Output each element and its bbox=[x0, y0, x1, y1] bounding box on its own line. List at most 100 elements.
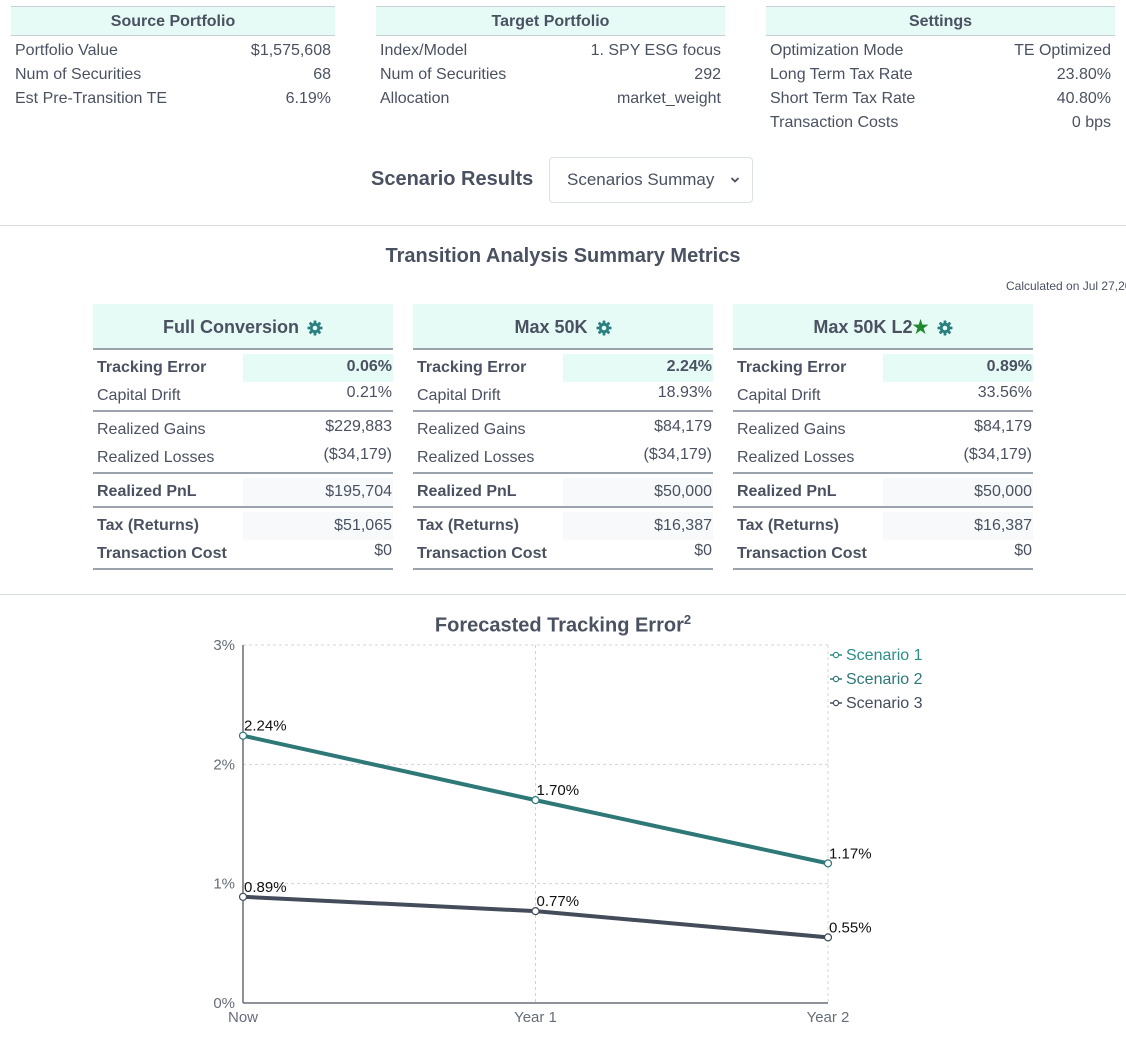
value: 0 bps bbox=[1071, 114, 1111, 131]
long-term-tax-row: Long Term Tax Rate 23.80% bbox=[766, 63, 1115, 87]
series-line bbox=[242, 733, 829, 866]
tracking-error-row: Tracking Error 0.06% bbox=[93, 354, 393, 382]
target-portfolio-title: Target Portfolio bbox=[376, 6, 725, 36]
scenario-card: Full Conversion Tracking Error 0.06% Capita… bbox=[93, 304, 393, 570]
value: ($34,179) bbox=[643, 446, 713, 463]
data-label: 0.55% bbox=[829, 919, 872, 936]
label: Realized PnL bbox=[417, 483, 517, 500]
target-portfolio-panel: Target Portfolio Index/Model 1. SPY ESG f… bbox=[376, 6, 725, 111]
value: $0 bbox=[1014, 542, 1032, 559]
label: Realized PnL bbox=[737, 483, 837, 500]
label: Realized Gains bbox=[417, 421, 526, 438]
realized-gains-row: Realized Gains $229,883 bbox=[93, 416, 393, 444]
label: Transaction Cost bbox=[97, 545, 227, 562]
value: 23.80% bbox=[1056, 66, 1111, 83]
label: Tax (Returns) bbox=[737, 517, 839, 534]
gear-icon[interactable] bbox=[307, 307, 323, 353]
num-securities-row: Num of Securities 292 bbox=[376, 63, 725, 87]
label: Long Term Tax Rate bbox=[770, 66, 913, 83]
value: 33.56% bbox=[977, 384, 1032, 401]
data-label: 1.70% bbox=[537, 782, 580, 799]
data-point bbox=[823, 859, 833, 868]
settings-title: Settings bbox=[766, 6, 1115, 36]
label: Tracking Error bbox=[737, 359, 847, 376]
transaction-costs-row: Transaction Costs 0 bps bbox=[766, 111, 1115, 135]
transaction-cost-row: Transaction Cost $0 bbox=[413, 540, 713, 570]
value: 2.24% bbox=[563, 354, 713, 382]
data-point bbox=[531, 796, 540, 805]
label: Optimization Mode bbox=[770, 42, 904, 59]
label: Realized Gains bbox=[97, 421, 206, 438]
label: Portfolio Value bbox=[15, 42, 118, 59]
tracking-error-row: Tracking Error 2.24% bbox=[413, 354, 713, 382]
value: $51,065 bbox=[243, 512, 393, 540]
value: TE Optimized bbox=[1014, 42, 1111, 59]
label: Realized Losses bbox=[97, 449, 215, 466]
tax-row: Tax (Returns) $16,387 bbox=[413, 512, 713, 540]
pre-transition-te-row: Est Pre-Transition TE 6.19% bbox=[11, 87, 335, 111]
realized-pnl-row: Realized PnL $195,704 bbox=[93, 478, 393, 508]
optimization-mode-row: Optimization Mode TE Optimized bbox=[766, 39, 1115, 63]
card-header: Max 50K bbox=[413, 304, 713, 350]
value: 6.19% bbox=[285, 90, 331, 107]
scenario-select-value: Scenarios Summay bbox=[567, 170, 715, 189]
y-tick-label: 2% bbox=[213, 756, 235, 773]
card-title: Max 50K L2 bbox=[813, 317, 913, 337]
source-portfolio-title: Source Portfolio bbox=[11, 6, 335, 36]
value: 40.80% bbox=[1056, 90, 1111, 107]
label: Tax (Returns) bbox=[417, 517, 519, 534]
legend-marker bbox=[832, 651, 840, 659]
label: Num of Securities bbox=[15, 66, 142, 83]
scenario-card: Max 50K L2★ Tracking Error 0.89% Capital Dr… bbox=[733, 304, 1033, 570]
gear-icon[interactable] bbox=[596, 307, 612, 353]
value: 18.93% bbox=[657, 384, 712, 401]
value: market_weight bbox=[616, 90, 721, 107]
value: $50,000 bbox=[563, 478, 713, 506]
legend-label: Scenario 2 bbox=[846, 671, 923, 688]
legend-label: Scenario 3 bbox=[846, 695, 923, 712]
label: Realized Losses bbox=[737, 449, 855, 466]
card-header: Max 50K L2★ bbox=[733, 304, 1033, 350]
data-label: 0.77% bbox=[537, 893, 580, 910]
capital-drift-row: Capital Drift 0.21% bbox=[93, 382, 393, 412]
data-point bbox=[238, 892, 248, 901]
calculated-on: Calculated on Jul 27,20 bbox=[1006, 279, 1126, 293]
value: 0.06% bbox=[243, 354, 393, 382]
scenario-select[interactable]: Scenarios Summay bbox=[549, 157, 753, 203]
allocation-row: Allocation market_weight bbox=[376, 87, 725, 111]
chevron-down-icon bbox=[730, 158, 740, 202]
value: $84,179 bbox=[974, 418, 1032, 435]
tracking-error-row: Tracking Error 0.89% bbox=[733, 354, 1033, 382]
label: Transaction Cost bbox=[737, 545, 867, 562]
settings-panel: Settings Optimization Mode TE Optimized L… bbox=[766, 6, 1115, 135]
tax-row: Tax (Returns) $16,387 bbox=[733, 512, 1033, 540]
card-title: Full Conversion bbox=[162, 317, 299, 337]
label: Transaction Cost bbox=[417, 545, 547, 562]
divider bbox=[0, 225, 1126, 226]
x-tick-label: Year 2 bbox=[807, 1009, 850, 1026]
realized-gains-row: Realized Gains $84,179 bbox=[733, 416, 1033, 444]
realized-losses-row: Realized Losses ($34,179) bbox=[93, 444, 393, 474]
label: Index/Model bbox=[380, 42, 468, 59]
transaction-cost-row: Transaction Cost $0 bbox=[93, 540, 393, 570]
value: 0.21% bbox=[346, 384, 392, 401]
index-model-row: Index/Model 1. SPY ESG focus bbox=[376, 39, 725, 63]
value: $16,387 bbox=[883, 512, 1033, 540]
value: $195,704 bbox=[243, 478, 393, 506]
label: Transaction Costs bbox=[770, 114, 899, 131]
label: Capital Drift bbox=[737, 387, 821, 404]
value: 1. SPY ESG focus bbox=[590, 42, 721, 59]
y-tick-label: 3% bbox=[213, 637, 235, 654]
star-icon: ★ bbox=[912, 317, 929, 337]
label: Est Pre-Transition TE bbox=[15, 90, 168, 107]
value: $0 bbox=[694, 542, 712, 559]
value: $229,883 bbox=[325, 418, 392, 435]
value: $1,575,608 bbox=[250, 42, 331, 59]
label: Allocation bbox=[380, 90, 450, 107]
label: Capital Drift bbox=[97, 387, 181, 404]
label: Num of Securities bbox=[380, 66, 507, 83]
realized-pnl-row: Realized PnL $50,000 bbox=[733, 478, 1033, 508]
x-tick-label: Year 1 bbox=[514, 1009, 557, 1026]
gear-icon[interactable] bbox=[937, 307, 953, 353]
value: $84,179 bbox=[654, 418, 712, 435]
